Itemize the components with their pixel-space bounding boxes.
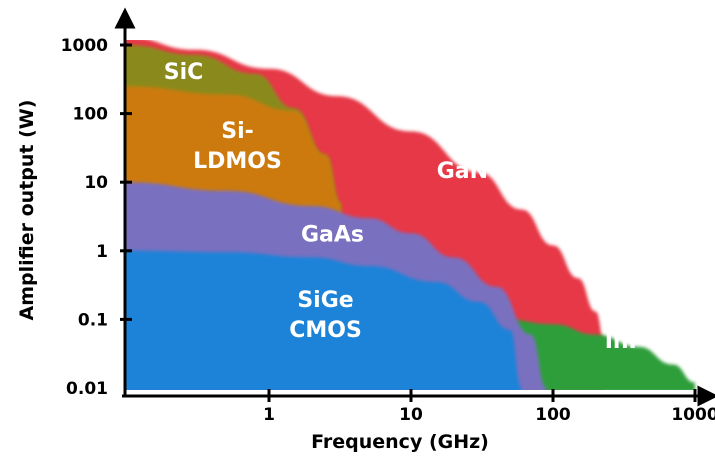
y-tick-label: 0.1 bbox=[78, 310, 108, 330]
region-label-si-ldmos: LDMOS bbox=[193, 149, 282, 174]
y-tick-label: 100 bbox=[73, 105, 109, 125]
y-tick-label: 0.01 bbox=[66, 379, 108, 399]
y-tick-label: 1 bbox=[96, 242, 108, 262]
x-tick-label: 10 bbox=[399, 405, 423, 425]
region-label-gan: GaN bbox=[437, 159, 488, 184]
x-ticks: 1 10 100 1000 bbox=[263, 389, 715, 425]
y-ticks: 1000 100 10 1 0.1 0.01 bbox=[61, 36, 132, 399]
region-sige-cmos bbox=[125, 250, 522, 390]
region-label-gaas: GaAs bbox=[301, 222, 364, 247]
region-labels: GaN InP SiC Si- LDMOS GaAs SiGe CMOS bbox=[164, 60, 645, 354]
region-label-sige-cmos: CMOS bbox=[289, 318, 362, 343]
x-axis-title: Frequency (GHz) bbox=[311, 431, 489, 453]
y-tick-label: 10 bbox=[84, 173, 108, 193]
x-tick-label: 100 bbox=[535, 405, 571, 425]
plot-regions bbox=[125, 40, 695, 390]
region-label-si-ldmos: Si- bbox=[221, 119, 254, 144]
region-label-inp: InP bbox=[605, 329, 645, 354]
region-label-sige-cmos: SiGe bbox=[297, 288, 353, 313]
y-axis-title: Amplifier output (W) bbox=[16, 100, 38, 321]
x-tick-label: 1 bbox=[263, 405, 275, 425]
y-tick-label: 1000 bbox=[61, 36, 108, 56]
x-tick-label: 1000 bbox=[671, 405, 715, 425]
region-label-sic: SiC bbox=[164, 60, 204, 85]
